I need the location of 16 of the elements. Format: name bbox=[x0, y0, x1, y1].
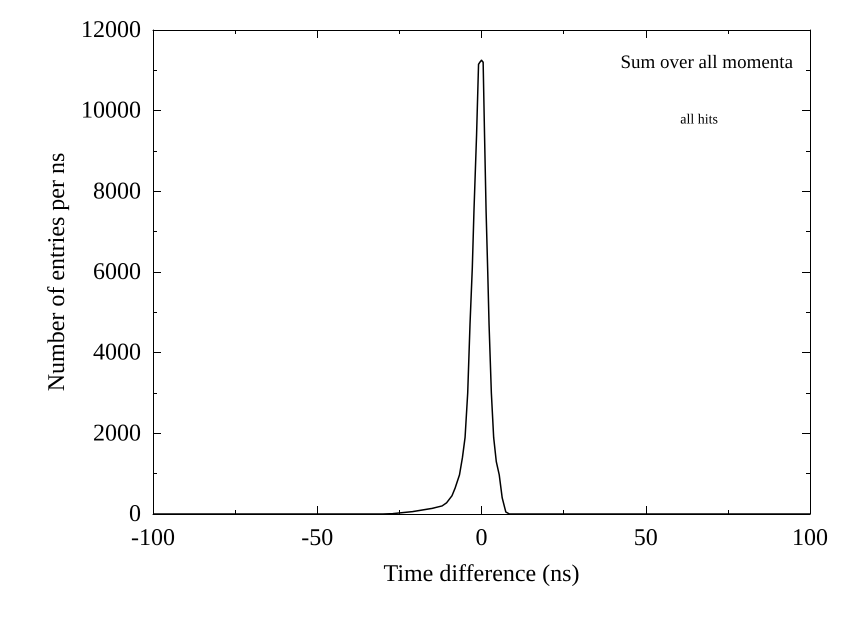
x-tick-label: 100 bbox=[792, 525, 828, 551]
y-axis-title: Number of entries per ns bbox=[44, 152, 70, 392]
y-tick-label: 12000 bbox=[81, 17, 141, 43]
y-tick-label: 4000 bbox=[93, 340, 141, 366]
y-tick-label: 10000 bbox=[81, 98, 141, 124]
annotation: Sum over all momenta bbox=[620, 52, 794, 73]
y-tick-label: 0 bbox=[129, 501, 141, 527]
annotation: all hits bbox=[680, 112, 718, 128]
y-tick-label: 2000 bbox=[93, 420, 141, 446]
y-tick-label: 6000 bbox=[93, 259, 141, 285]
x-axis-title: Time difference (ns) bbox=[384, 561, 580, 587]
x-tick-label: 50 bbox=[634, 525, 658, 551]
y-tick-label: 8000 bbox=[93, 178, 141, 204]
x-tick-label: -50 bbox=[301, 525, 334, 551]
x-tick-label: 0 bbox=[476, 525, 488, 551]
x-tick-label: -100 bbox=[131, 525, 175, 551]
